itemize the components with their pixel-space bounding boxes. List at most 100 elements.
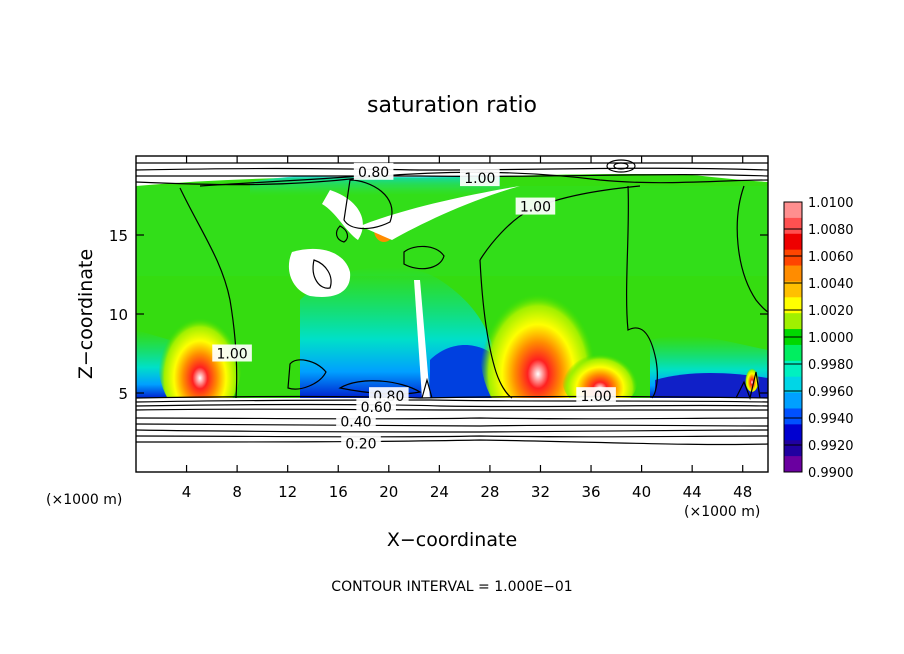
contour-labels: 0.80 1.001.001.001.000.800.600.400.20 (212, 162, 616, 453)
contour-top-1 (136, 162, 768, 164)
colorbar-segment (784, 360, 802, 378)
heatmap-dry-stem (414, 280, 430, 398)
colorbar-label: 0.9940 (808, 412, 854, 427)
contour-top-ring-inner (613, 162, 629, 170)
contour-top-3 (136, 173, 768, 178)
contour-interval-note: CONTOUR INTERVAL = 1.000E−01 (331, 579, 572, 595)
contour-base-7 (136, 435, 768, 438)
colorbar-segment (784, 424, 802, 441)
x-tick-label: 44 (683, 483, 702, 501)
heatmap-plume-x5 (158, 300, 242, 420)
contour-lines (136, 159, 768, 446)
heatmap-plume-x48 (745, 364, 759, 392)
chart-title: saturation ratio (367, 93, 537, 118)
contour-label: 0.40 (340, 414, 371, 430)
contour-0.20 (136, 439, 768, 446)
plot-area: 0.80 1.001.001.001.000.800.600.400.20 (136, 156, 768, 472)
x-unit-right: (×1000 m) (684, 504, 760, 520)
contour-label-bg (515, 197, 556, 215)
y-tick-label: 5 (118, 385, 128, 403)
x-tick-label: 48 (733, 483, 752, 501)
x-tick-label: 16 (329, 483, 348, 501)
colorbar-segment (784, 456, 802, 473)
x-tick-label: 24 (430, 483, 449, 501)
contour-label: 1.00 (520, 200, 551, 216)
colorbar-label: 1.0000 (808, 331, 854, 346)
colorbar-segment (784, 344, 802, 362)
contour-base-5 (136, 417, 768, 420)
contour-base-1 (136, 395, 768, 399)
y-tick-label: 10 (109, 306, 128, 324)
contour-label-bg (336, 412, 376, 430)
colorbar-segment (784, 376, 802, 394)
colorbar-label: 0.9920 (808, 439, 854, 454)
contour-label-bg (353, 162, 394, 180)
contour-label: 0.20 (345, 437, 376, 453)
colorbar-label: 1.0080 (808, 223, 854, 238)
contour-top-ring (606, 159, 636, 173)
x-axis: 4 8 12 16 20 24 28 32 36 40 44 48 (182, 156, 752, 501)
x-tick-label: 40 (632, 483, 651, 501)
contour-base-4 (136, 408, 768, 411)
colorbar-segment (784, 440, 802, 457)
colorbar-segment (784, 281, 802, 298)
colorbar-segment (784, 265, 802, 282)
y-axis-label: Z−coordinate (75, 249, 97, 379)
colorbar-segment (784, 408, 802, 425)
x-tick-label: 36 (581, 483, 600, 501)
contour-label: 1.00 (581, 389, 612, 405)
contour-1-west-plume (179, 187, 238, 399)
x-axis-label: X−coordinate (387, 529, 517, 551)
heatmap-dry-tongue-upper (322, 190, 363, 240)
colorbar-label: 0.9980 (808, 358, 854, 373)
contour-0.40 (136, 429, 768, 433)
colorbar-label: 0.9900 (808, 466, 854, 481)
heatmap-dry-intrusion-x23 (360, 186, 520, 240)
colorbar-label: 0.9960 (808, 385, 854, 400)
x-tick-label: 20 (379, 483, 398, 501)
contour-0.80-loop (338, 380, 422, 395)
contour-1-loop-x21 (403, 245, 445, 270)
contour-label-bg (460, 169, 500, 187)
contour-top-2 (136, 167, 768, 171)
contour-label-bg (576, 387, 616, 405)
colorbar-label: 1.0040 (808, 277, 854, 292)
x-tick-label: 8 (232, 483, 242, 501)
x-tick-label: 4 (182, 483, 192, 501)
x-tick-label: 32 (531, 483, 550, 501)
contour-spike-x48 (735, 371, 761, 401)
colorbar-label: 1.0060 (808, 250, 854, 265)
colorbar: 1.0100 1.0080 1.0060 1.0040 1.0020 1.0000 0.99… (783, 196, 854, 481)
colorbar-segment (784, 249, 802, 267)
colorbar-segment (784, 202, 802, 219)
contour-1-far-east (736, 185, 768, 313)
colorbar-segment (784, 392, 802, 409)
colorbar-segment (784, 313, 802, 330)
contour-label-bg (212, 344, 252, 362)
contour-base-6 (136, 423, 768, 427)
y-axis: 5 10 15 (109, 227, 768, 403)
y-tick-label: 15 (109, 227, 128, 245)
contour-1-loop-x10 (335, 225, 349, 243)
heatmap-top-band (250, 172, 500, 196)
contour-label: 1.00 (216, 347, 247, 363)
contour-1-loop-x13 (287, 359, 327, 390)
contour-spike-x23 (421, 377, 433, 399)
contour-1-loop-x20 (343, 179, 393, 230)
contour-1-east (626, 185, 658, 399)
colorbar-label: 1.0100 (808, 196, 854, 211)
colorbar-segment (784, 233, 802, 251)
contour-inner-dry (312, 259, 332, 289)
contour-label-bg (341, 434, 381, 452)
colorbar-segment (784, 297, 802, 314)
x-tick-label: 12 (278, 483, 297, 501)
colorbar-label: 1.0020 (808, 304, 854, 319)
contour-label-bg (356, 398, 396, 416)
x-unit-left: (×1000 m) (46, 492, 122, 508)
x-tick-label: 28 (480, 483, 499, 501)
colorbar-segment (784, 217, 802, 235)
contour-label: 1.00 (464, 171, 495, 187)
contour-label: 0.60 (361, 400, 392, 416)
contour-top-5 (199, 175, 361, 187)
